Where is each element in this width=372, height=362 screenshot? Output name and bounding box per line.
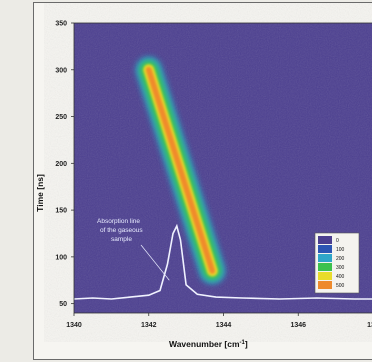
colorbar-swatch (318, 254, 332, 262)
colorbar-swatch (318, 281, 332, 289)
x-axis-label: Wavenumber [cm-1] (169, 339, 248, 349)
annotation-pointer (140, 244, 170, 281)
y-tick-label: 150 (55, 208, 67, 215)
colorbar-swatch (318, 236, 332, 244)
y-tick-label: 350 (55, 21, 67, 28)
streak-core-orange (145, 66, 216, 274)
y-tick-label: 200 (55, 161, 67, 168)
x-tick-label: 1346 (290, 322, 306, 329)
colorbar-label: 300 (336, 265, 345, 271)
x-tick-label: 1340 (66, 322, 82, 329)
x-axis-ticks: 1340 1342 1344 1346 134 (66, 313, 372, 329)
colorbar-label: 100 (336, 247, 345, 253)
y-axis-ticks: 50 100 150 200 250 300 350 (55, 21, 74, 308)
annotation-line-1: Absorption line (97, 218, 140, 225)
x-tick-label: 1344 (216, 322, 232, 329)
colorbar-label: 0 (336, 238, 339, 244)
colorbar-label: 400 (336, 274, 345, 280)
x-tick-label: 1342 (141, 322, 157, 329)
figure-frame: Absorption line of the gaseous sample 0 1… (33, 2, 372, 360)
heatmap-chart: Absorption line of the gaseous sample 0 1… (35, 21, 372, 349)
x-tick-label: 134 (367, 322, 372, 329)
annotation-line-2: of the gaseous (100, 227, 143, 234)
y-tick-label: 50 (59, 301, 67, 308)
y-tick-label: 250 (55, 114, 67, 121)
colorbar: 0 100 200 300 400 500 (314, 232, 360, 294)
absorption-line-profile (73, 223, 372, 300)
y-tick-label: 100 (55, 254, 67, 261)
signal-streak (135, 56, 226, 284)
y-tick-label: 300 (55, 67, 67, 74)
y-axis-label: Time [ns] (35, 174, 45, 212)
colorbar-swatch (318, 272, 332, 280)
colorbar-label: 200 (336, 256, 345, 262)
annotation-line-3: sample (111, 236, 132, 243)
colorbar-swatch (318, 245, 332, 253)
colorbar-label: 500 (336, 283, 345, 289)
colorbar-swatch (318, 263, 332, 271)
